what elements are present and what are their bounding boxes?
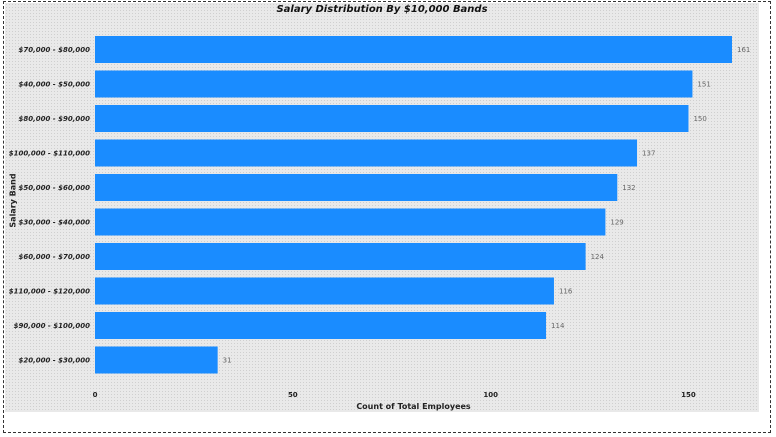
data-label: 114 (551, 322, 565, 330)
data-label: 137 (642, 150, 655, 158)
x-tick-label: 50 (288, 391, 298, 399)
category-tick-label: $110,000 - $120,000 (9, 288, 90, 296)
category-tick-label: $20,000 - $30,000 (18, 357, 90, 365)
bar[interactable] (95, 346, 218, 374)
category-tick-label: $60,000 - $70,000 (18, 253, 90, 261)
x-tick-label: 150 (681, 391, 696, 399)
data-label: 151 (697, 81, 710, 89)
data-label: 161 (737, 46, 750, 54)
data-label: 132 (622, 184, 635, 192)
data-label: 150 (693, 115, 706, 123)
category-tick-label: $50,000 - $60,000 (18, 184, 90, 192)
data-label: 124 (591, 253, 605, 261)
data-label: 116 (559, 288, 573, 296)
category-tick-label: $70,000 - $80,000 (18, 46, 90, 54)
bar[interactable] (95, 70, 693, 98)
bar[interactable] (95, 139, 638, 167)
x-tick-label: 100 (483, 391, 498, 399)
x-tick-label: 0 (93, 391, 98, 399)
bar[interactable] (95, 208, 606, 236)
bar[interactable] (95, 312, 547, 339)
bar[interactable] (95, 174, 618, 201)
category-tick-label: $40,000 - $50,000 (18, 81, 90, 89)
category-tick-label: $100,000 - $110,000 (9, 150, 90, 158)
data-label: 129 (610, 219, 623, 227)
chart-title: Salary Distribution By $10,000 Bands (276, 4, 488, 15)
x-axis-label: Count of Total Employees (356, 402, 471, 411)
bar[interactable] (95, 36, 732, 63)
bar[interactable] (95, 243, 586, 270)
category-tick-label: $90,000 - $100,000 (14, 322, 91, 330)
data-label: 31 (223, 357, 232, 365)
category-tick-label: $30,000 - $40,000 (18, 219, 90, 227)
category-tick-label: $80,000 - $90,000 (18, 115, 90, 123)
bar[interactable] (95, 105, 689, 132)
bar[interactable] (95, 277, 554, 305)
